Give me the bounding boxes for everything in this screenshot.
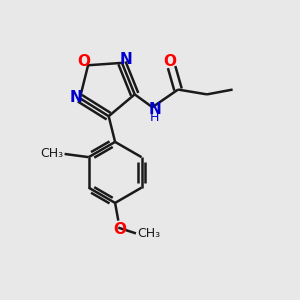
Text: H: H	[150, 111, 160, 124]
Text: N: N	[119, 52, 132, 67]
Text: O: O	[113, 222, 126, 237]
Text: CH₃: CH₃	[40, 147, 63, 161]
Text: N: N	[148, 102, 161, 117]
Text: N: N	[70, 90, 83, 105]
Text: O: O	[164, 54, 176, 69]
Text: CH₃: CH₃	[138, 227, 161, 240]
Text: O: O	[78, 54, 91, 69]
